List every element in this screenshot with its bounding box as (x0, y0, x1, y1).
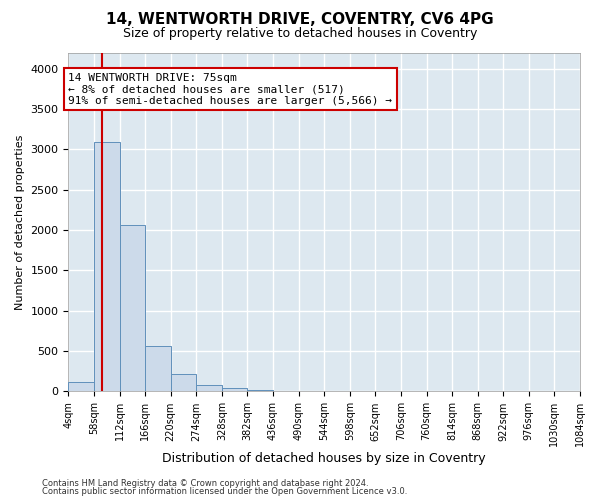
Bar (94, 142, 119, 392)
Text: Contains HM Land Registry data © Crown copyright and database right 2024.: Contains HM Land Registry data © Crown c… (42, 479, 368, 488)
Y-axis label: Number of detached properties: Number of detached properties (15, 134, 25, 310)
Bar (68, 382, 94, 392)
Text: Size of property relative to detached houses in Coventry: Size of property relative to detached ho… (123, 28, 477, 40)
Bar (171, 374, 196, 392)
Text: 14, WENTWORTH DRIVE, COVENTRY, CV6 4PG: 14, WENTWORTH DRIVE, COVENTRY, CV6 4PG (106, 12, 494, 28)
Text: 14 WENTWORTH DRIVE: 75sqm
← 8% of detached houses are smaller (517)
91% of semi-: 14 WENTWORTH DRIVE: 75sqm ← 8% of detach… (68, 72, 392, 106)
Bar (222, 388, 247, 392)
Bar (273, 391, 299, 392)
Bar (196, 384, 222, 392)
Bar (145, 346, 171, 392)
X-axis label: Distribution of detached houses by size in Coventry: Distribution of detached houses by size … (163, 452, 486, 465)
Bar (119, 225, 145, 392)
Text: Contains public sector information licensed under the Open Government Licence v3: Contains public sector information licen… (42, 487, 407, 496)
Bar (247, 390, 273, 392)
